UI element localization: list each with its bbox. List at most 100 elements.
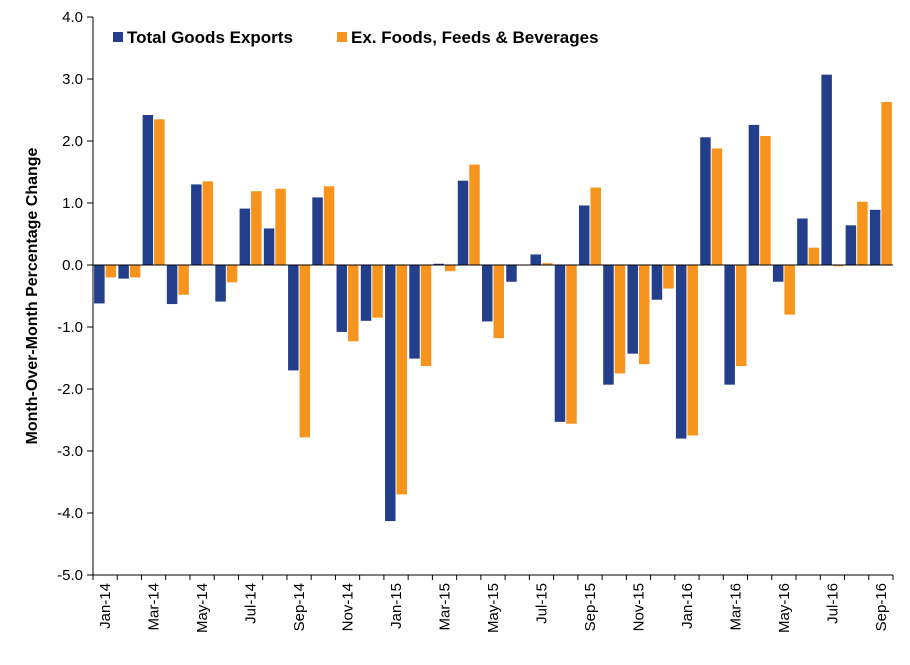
bar-total-goods-exports-oct-14 — [312, 197, 323, 265]
bar-total-goods-exports-jul-16 — [821, 74, 832, 265]
bar-total-goods-exports-jul-15 — [530, 254, 541, 265]
x-tick-label: Nov-15 — [631, 583, 648, 631]
bar-total-goods-exports-aug-16 — [845, 225, 857, 265]
bar-ex-foods-feeds-beverages-sep-15 — [590, 187, 601, 265]
x-tick-label: Jan-14 — [97, 583, 114, 629]
bar-total-goods-exports-aug-15 — [554, 265, 566, 422]
bar-ex-foods-feeds-beverages-feb-15 — [420, 265, 432, 367]
bar-ex-foods-feeds-beverages-may-14 — [202, 181, 214, 265]
bar-ex-foods-feeds-beverages-mar-14 — [154, 119, 165, 265]
y-tick-label: -5.0 — [57, 567, 83, 584]
bar-ex-foods-feeds-beverages-apr-16 — [760, 136, 771, 265]
bar-total-goods-exports-mar-15 — [433, 263, 445, 265]
x-tick-label: Sep-16 — [873, 583, 890, 631]
bar-ex-foods-feeds-beverages-may-16 — [784, 265, 795, 315]
bar-total-goods-exports-feb-15 — [409, 265, 420, 359]
y-tick-label: 4.0 — [62, 9, 83, 26]
y-tick-label: -1.0 — [57, 319, 83, 336]
bar-ex-foods-feeds-beverages-jul-16 — [832, 265, 844, 267]
x-tick-label: May-15 — [485, 583, 502, 633]
bar-total-goods-exports-nov-14 — [336, 265, 348, 332]
bar-total-goods-exports-apr-15 — [457, 180, 469, 265]
bar-total-goods-exports-mar-16 — [724, 265, 735, 385]
bar-total-goods-exports-apr-14 — [166, 265, 178, 305]
bar-ex-foods-feeds-beverages-sep-14 — [299, 265, 311, 438]
bar-total-goods-exports-sep-16 — [869, 209, 881, 265]
bar-total-goods-exports-sep-14 — [288, 265, 299, 371]
x-tick-label: Jan-16 — [679, 583, 696, 629]
bar-total-goods-exports-jan-14 — [94, 265, 105, 304]
x-tick-label: Mar-14 — [146, 583, 163, 631]
bar-total-goods-exports-feb-14 — [118, 265, 129, 279]
bar-ex-foods-feeds-beverages-dec-15 — [663, 265, 674, 289]
x-tick-label: Jan-15 — [388, 583, 405, 629]
bar-ex-foods-feeds-beverages-feb-16 — [711, 148, 723, 265]
bar-total-goods-exports-dec-15 — [651, 265, 663, 300]
bar-total-goods-exports-jun-14 — [215, 265, 226, 302]
bar-ex-foods-feeds-beverages-apr-15 — [469, 164, 480, 265]
legend-swatch — [113, 32, 123, 42]
x-tick-label: Jul-14 — [243, 583, 260, 624]
y-tick-label: 3.0 — [62, 71, 83, 88]
bar-ex-foods-feeds-beverages-mar-15 — [445, 265, 456, 272]
y-tick-label: 0.0 — [62, 257, 83, 274]
bar-ex-foods-feeds-beverages-jun-14 — [226, 265, 238, 283]
bar-total-goods-exports-jun-15 — [506, 265, 517, 282]
bar-total-goods-exports-nov-15 — [627, 265, 638, 354]
bar-ex-foods-feeds-beverages-aug-16 — [857, 201, 868, 265]
y-tick-label: -2.0 — [57, 381, 83, 398]
bar-total-goods-exports-oct-15 — [603, 265, 614, 385]
bar-ex-foods-feeds-beverages-jan-15 — [396, 265, 408, 495]
axes — [92, 17, 893, 576]
y-tick-label: 2.0 — [62, 133, 83, 150]
bar-total-goods-exports-dec-14 — [360, 265, 372, 321]
bar-total-goods-exports-jan-15 — [385, 265, 396, 522]
y-tick-label: 1.0 — [62, 195, 83, 212]
y-axis-label-group: Month-Over-Month Percentage Change — [24, 147, 41, 444]
bar-total-goods-exports-may-16 — [772, 265, 784, 282]
bar-ex-foods-feeds-beverages-may-15 — [493, 265, 504, 339]
bar-ex-foods-feeds-beverages-oct-15 — [614, 265, 626, 374]
x-tick-label: May-16 — [776, 583, 793, 633]
x-tick-label: Sep-14 — [291, 583, 308, 631]
bar-total-goods-exports-sep-15 — [578, 205, 590, 265]
bar-ex-foods-feeds-beverages-apr-14 — [178, 265, 189, 295]
bar-ex-foods-feeds-beverages-sep-16 — [881, 101, 892, 265]
legend-label: Ex. Foods, Feeds & Beverages — [351, 28, 599, 47]
x-tick-label: Mar-16 — [727, 583, 744, 631]
legend: Total Goods Exports Ex. Foods, Feeds & Be… — [113, 28, 599, 47]
bar-ex-foods-feeds-beverages-jul-15 — [541, 263, 553, 265]
bar-ex-foods-feeds-beverages-oct-14 — [323, 186, 335, 265]
bar-ex-foods-feeds-beverages-feb-14 — [129, 265, 141, 278]
bar-ex-foods-feeds-beverages-jan-14 — [105, 265, 117, 278]
bar-total-goods-exports-jan-16 — [675, 265, 687, 439]
bar-total-goods-exports-jul-14 — [239, 208, 251, 265]
x-ticks: Jan-14 Mar-14 May-14 Jul-14 Sep-14 Nov-14 Jan-… — [92, 575, 894, 633]
x-tick-label: Mar-15 — [437, 583, 454, 631]
bar-total-goods-exports-may-15 — [482, 265, 493, 322]
bar-ex-foods-feeds-beverages-jun-16 — [808, 247, 820, 265]
bar-total-goods-exports-may-14 — [191, 184, 202, 265]
bar-total-goods-exports-mar-14 — [142, 114, 154, 266]
legend-swatch — [337, 32, 347, 42]
bar-ex-foods-feeds-beverages-mar-16 — [735, 265, 747, 367]
x-tick-label: May-14 — [194, 583, 211, 633]
legend-label: Total Goods Exports — [127, 28, 293, 47]
bar-ex-foods-feeds-beverages-jan-16 — [687, 265, 698, 436]
bar-total-goods-exports-feb-16 — [700, 137, 711, 265]
y-tick-label: -3.0 — [57, 443, 83, 460]
x-tick-label: Jul-15 — [534, 583, 551, 624]
y-axis-label: Month-Over-Month Percentage Change — [24, 147, 41, 444]
bar-ex-foods-feeds-beverages-nov-15 — [638, 265, 650, 365]
bar-ex-foods-feeds-beverages-aug-14 — [275, 188, 286, 265]
bars — [94, 74, 892, 522]
bar-ex-foods-feeds-beverages-nov-14 — [348, 265, 359, 342]
bar-total-goods-exports-jun-16 — [797, 218, 808, 265]
bar-ex-foods-feeds-beverages-jul-14 — [251, 191, 262, 265]
bar-total-goods-exports-aug-14 — [263, 228, 275, 265]
x-tick-label: Jul-16 — [824, 583, 841, 624]
x-tick-label: Sep-15 — [582, 583, 599, 631]
bar-total-goods-exports-apr-16 — [748, 124, 760, 265]
